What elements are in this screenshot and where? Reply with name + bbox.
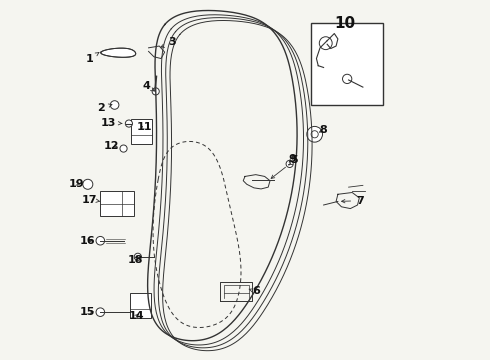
Text: 1: 1 <box>86 53 99 64</box>
Circle shape <box>307 126 322 142</box>
Text: 8: 8 <box>319 125 327 135</box>
Circle shape <box>96 308 104 316</box>
Polygon shape <box>101 48 136 57</box>
Text: 5: 5 <box>271 156 298 179</box>
Text: 14: 14 <box>128 311 144 321</box>
Circle shape <box>83 179 93 189</box>
Circle shape <box>311 131 318 138</box>
Text: 19: 19 <box>69 179 84 189</box>
Bar <box>131 119 152 144</box>
Text: 16: 16 <box>79 236 95 246</box>
Circle shape <box>120 145 127 152</box>
Text: 4: 4 <box>143 81 154 91</box>
Text: 12: 12 <box>103 141 119 151</box>
Text: 13: 13 <box>101 118 122 128</box>
Circle shape <box>110 101 119 109</box>
Circle shape <box>134 253 142 260</box>
Text: 18: 18 <box>127 255 143 265</box>
Text: 2: 2 <box>98 103 112 113</box>
Bar <box>130 293 151 318</box>
Text: 7: 7 <box>342 196 364 206</box>
Circle shape <box>343 74 352 84</box>
Bar <box>311 23 383 105</box>
Circle shape <box>125 120 132 127</box>
Circle shape <box>319 37 332 50</box>
Text: 9: 9 <box>288 154 296 164</box>
Bar <box>100 192 134 216</box>
Text: 6: 6 <box>249 287 260 296</box>
Text: 15: 15 <box>80 307 96 317</box>
Text: 10: 10 <box>335 16 356 31</box>
Circle shape <box>96 237 104 245</box>
Circle shape <box>286 160 293 167</box>
Circle shape <box>152 88 159 95</box>
Text: 17: 17 <box>82 195 100 204</box>
Text: 3: 3 <box>161 37 175 48</box>
Text: 11: 11 <box>137 122 152 132</box>
